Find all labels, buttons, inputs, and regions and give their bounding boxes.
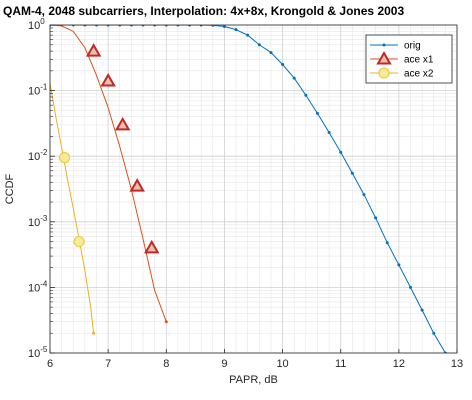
data-point-ace-x1 [144,239,160,254]
series-ace-x1 [50,25,168,324]
data-point-ace-x1 [100,72,116,87]
data-point-orig [211,25,215,27]
data-point-ace-x1 [129,178,145,192]
y-tick-label: 10-3 [28,214,48,229]
axis-ticks [49,24,458,354]
data-point-orig [257,43,261,47]
legend-label-orig: orig [404,41,421,52]
data-point-orig [339,150,343,154]
legend-marker-ace-x1 [376,50,392,65]
data-point-ace-x1 [85,43,102,57]
data-point-orig [234,28,238,32]
x-tick-label: 12 [393,358,405,370]
data-point-orig [246,33,250,37]
series-line-orig [50,25,446,353]
legend-marker-orig [382,43,386,47]
data-point-orig [327,130,331,134]
legend-marker-ace-x2 [378,67,390,79]
data-point-orig [385,241,389,245]
data-point-orig [269,51,273,55]
chart-title: QAM-4, 2048 subcarriers, Interpolation: … [3,4,404,18]
data-point-orig [397,263,401,267]
y-tick-label: 10-5 [28,345,48,360]
data-point-orig [292,76,296,80]
x-tick-label: 6 [47,358,53,370]
x-tick-label: 10 [276,358,288,370]
series-layer [50,25,447,353]
data-point-orig [281,62,285,66]
x-tick-label: 7 [105,358,111,370]
data-point-orig [420,308,424,312]
data-point-ace-x2 [73,235,85,248]
legend: orig ace x1 ace x2 [365,34,453,84]
data-point-orig [222,25,226,28]
series-end-point-ace-x1 [164,320,168,324]
x-tick-label: 8 [163,358,169,370]
legend-label-ace-x1: ace x1 [404,55,434,66]
x-tick-label: 13 [451,358,463,370]
y-tick-label: 10-2 [28,148,48,163]
x-tick-label: 9 [221,358,227,370]
data-point-orig [432,331,436,335]
y-tick-label: 10-1 [28,83,48,98]
data-point-orig [408,285,412,289]
y-tick-label: 100 [28,17,45,32]
x-axis-label: PAPR, dB [229,374,278,386]
data-point-ace-x2 [58,152,71,164]
x-tick-label: 11 [335,358,346,370]
data-point-ace-x1 [114,116,131,131]
series-ace-x2 [50,83,96,335]
data-point-orig [304,93,308,97]
series-line-ace-x1 [50,25,167,322]
legend-label-ace-x2: ace x2 [404,69,434,80]
series-line-ace-x2 [50,83,95,334]
series-orig [50,25,447,353]
data-point-orig [350,171,354,175]
y-axis-label: CCDF [4,173,16,204]
series-end-point-ace-x2 [92,331,96,335]
y-tick-labels: 100 10-1 10-2 10-3 10-4 10-5 [28,17,48,360]
x-tick-labels: 6 7 8 9 10 11 12 13 [47,358,463,370]
y-tick-label: 10-4 [28,279,48,294]
data-point-orig [374,216,378,220]
data-point-orig [362,193,366,197]
plot-frame [49,24,458,354]
data-point-orig [315,111,319,115]
